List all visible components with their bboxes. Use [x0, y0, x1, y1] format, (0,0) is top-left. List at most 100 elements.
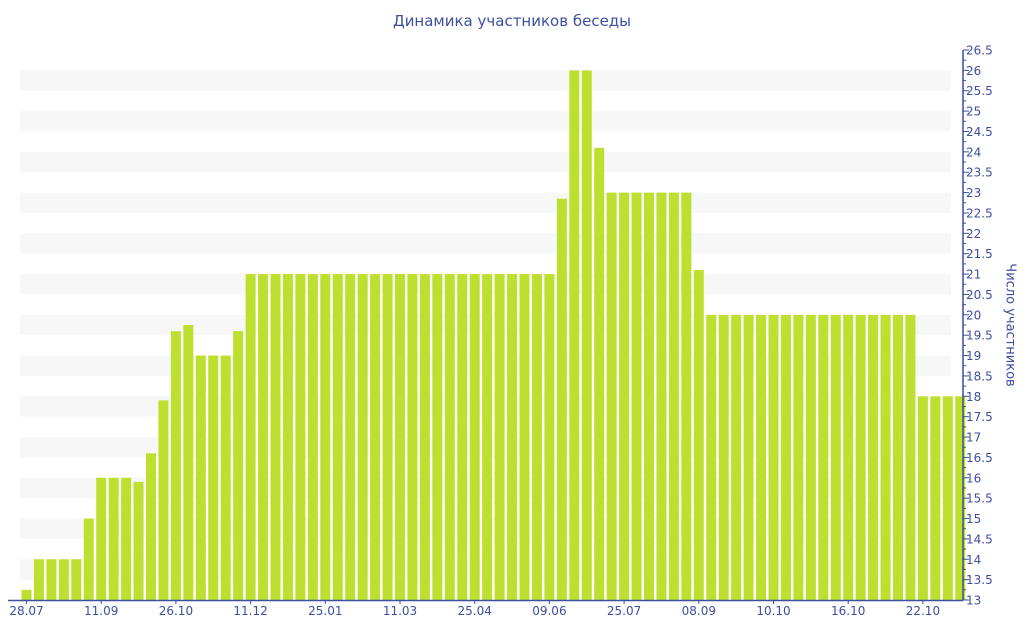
bar	[258, 274, 269, 600]
y-tick-label: 19.5	[966, 329, 993, 343]
bar	[656, 192, 667, 600]
y-tick-label: 16	[966, 471, 981, 485]
bar	[96, 477, 107, 600]
y-tick-label: 13	[966, 594, 981, 608]
x-tick-label: 28.07	[9, 604, 43, 618]
bar	[644, 192, 654, 600]
bar	[146, 453, 156, 600]
y-tick-label: 17.5	[966, 410, 993, 424]
bar	[382, 274, 393, 600]
x-tick-label: 09.06	[532, 604, 566, 618]
y-tick-label: 20	[966, 308, 981, 322]
bar	[71, 559, 82, 600]
bar	[395, 274, 405, 600]
x-tick-label: 16.10	[831, 604, 865, 618]
y-tick-label: 15	[966, 512, 981, 526]
y-tick-label: 22.5	[966, 206, 993, 220]
y-tick-label: 22	[966, 227, 981, 241]
bar	[743, 314, 754, 600]
bar	[668, 192, 679, 600]
y-tick-label: 23.5	[966, 166, 993, 180]
bar	[756, 314, 767, 600]
y-tick-label: 20.5	[966, 288, 993, 302]
x-tick-label: 11.03	[383, 604, 417, 618]
y-tick-label: 17	[966, 431, 981, 445]
y-tick-label: 18	[966, 390, 981, 404]
bar	[345, 274, 356, 600]
bar	[942, 396, 953, 600]
bar	[631, 192, 642, 600]
bar	[556, 198, 567, 600]
y-tick-label: 24.5	[966, 125, 993, 139]
bar	[33, 559, 44, 600]
bar	[893, 314, 903, 600]
bar	[295, 274, 306, 600]
y-tick-label: 21	[966, 268, 981, 282]
bar	[793, 314, 804, 600]
bar	[233, 331, 244, 600]
y-tick-label: 14.5	[966, 532, 993, 546]
bar	[693, 270, 704, 600]
bar	[855, 314, 866, 600]
x-tick-label: 22.10	[906, 604, 940, 618]
y-tick-label: 26.5	[966, 44, 993, 58]
bar	[544, 274, 555, 600]
bar	[158, 400, 169, 600]
bar	[482, 274, 493, 600]
y-tick-label: 16.5	[966, 451, 993, 465]
x-tick-label: 25.07	[607, 604, 641, 618]
bar	[531, 274, 542, 600]
bar	[133, 481, 144, 600]
bar	[183, 325, 194, 600]
y-tick-label: 14	[966, 553, 981, 567]
y-tick-label: 15.5	[966, 492, 993, 506]
bar	[457, 274, 468, 600]
bar	[21, 589, 32, 600]
bar	[955, 396, 966, 600]
bar	[220, 355, 231, 600]
bar	[569, 70, 580, 601]
x-tick-label: 10.10	[756, 604, 790, 618]
bar	[469, 274, 480, 600]
bar	[619, 192, 630, 600]
bar	[606, 192, 617, 600]
bar	[880, 314, 891, 600]
bar	[332, 274, 343, 600]
bar	[58, 559, 69, 600]
y-tick-label: 13.5	[966, 573, 993, 587]
y-tick-label: 21.5	[966, 247, 993, 261]
bar	[444, 274, 455, 600]
grid-band	[20, 192, 951, 213]
bar	[432, 274, 443, 600]
bar	[519, 274, 530, 600]
bar	[419, 274, 430, 600]
x-tick-label: 25.01	[308, 604, 342, 618]
grid-band	[20, 111, 951, 132]
bar	[108, 477, 119, 600]
bar	[507, 274, 518, 600]
y-tick-label: 18.5	[966, 369, 993, 383]
bar	[780, 314, 791, 600]
bar	[170, 331, 181, 600]
bar	[930, 396, 941, 600]
bar	[270, 274, 281, 600]
bar	[830, 314, 841, 600]
bar	[208, 355, 219, 600]
bar	[805, 314, 816, 600]
y-tick-label: 23	[966, 186, 981, 200]
x-tick-label: 25.04	[458, 604, 492, 618]
bar	[370, 274, 381, 600]
bar	[83, 518, 94, 600]
bar	[581, 70, 592, 601]
bar	[407, 274, 418, 600]
bar	[320, 274, 331, 600]
bar	[868, 314, 879, 600]
bar	[917, 396, 928, 600]
bar	[46, 559, 57, 600]
bar	[357, 274, 368, 600]
bar	[843, 314, 854, 600]
x-tick-label: 11.12	[233, 604, 267, 618]
bar	[768, 314, 779, 600]
bar	[245, 274, 256, 600]
y-tick-label: 25	[966, 105, 981, 119]
